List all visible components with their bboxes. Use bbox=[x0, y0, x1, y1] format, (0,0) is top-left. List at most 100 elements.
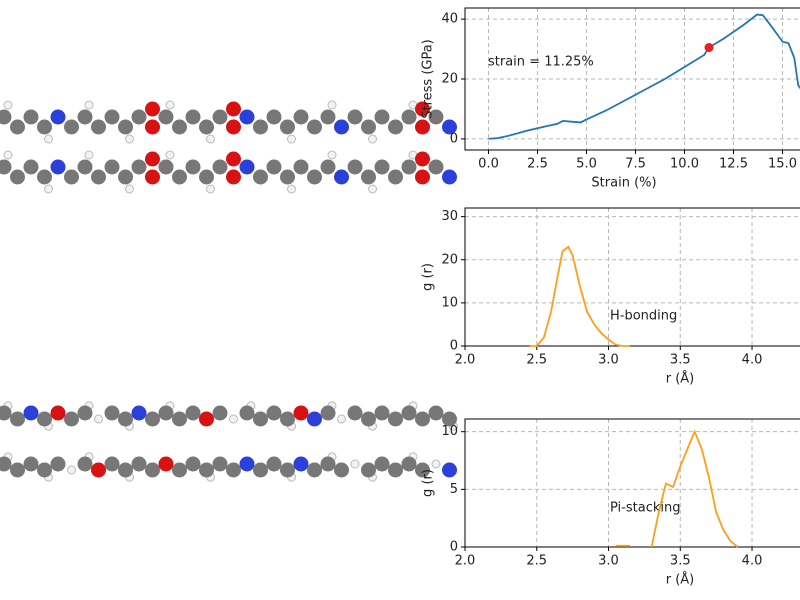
atom bbox=[374, 456, 390, 472]
atom bbox=[361, 411, 376, 427]
atom bbox=[158, 405, 174, 421]
atom bbox=[23, 405, 39, 421]
atom bbox=[10, 462, 25, 478]
oxygen-atom bbox=[226, 151, 241, 167]
atom bbox=[0, 405, 12, 421]
atom bbox=[415, 119, 430, 135]
atom bbox=[50, 405, 66, 421]
atom bbox=[212, 405, 228, 421]
atom bbox=[77, 109, 93, 125]
atom bbox=[307, 119, 322, 135]
atom bbox=[23, 159, 39, 175]
atom bbox=[212, 109, 228, 125]
atom bbox=[77, 405, 93, 421]
atom bbox=[118, 462, 133, 478]
hydrogen-atom bbox=[206, 184, 215, 194]
x-tick-label: 4.0 bbox=[742, 554, 763, 569]
y-axis-label: g (r) bbox=[421, 263, 436, 291]
atom bbox=[118, 119, 133, 135]
atom bbox=[253, 411, 268, 427]
atom bbox=[37, 169, 52, 185]
atom bbox=[347, 159, 363, 175]
hydrogen-atom bbox=[84, 100, 94, 110]
atom bbox=[361, 169, 376, 185]
x-tick-label: 12.5 bbox=[719, 157, 748, 172]
oxygen-atom bbox=[226, 101, 241, 117]
annotation: H-bonding bbox=[610, 309, 677, 324]
atom bbox=[145, 462, 160, 478]
axes-frame bbox=[464, 418, 800, 548]
atom bbox=[239, 109, 255, 125]
atom bbox=[10, 119, 25, 135]
atom bbox=[118, 169, 133, 185]
atom bbox=[442, 119, 457, 135]
atom bbox=[185, 456, 201, 472]
atom bbox=[104, 159, 120, 175]
chart: 0.0 2.5 5.0 7.5 10.0 12.5 15.0 0 20 40 Strain (%) S… bbox=[421, 7, 800, 191]
atom bbox=[280, 169, 295, 185]
atom bbox=[158, 159, 174, 175]
y-tick-label: 40 bbox=[441, 12, 458, 27]
atom bbox=[239, 405, 255, 421]
y-tick-label: 10 bbox=[441, 424, 458, 439]
axes-frame bbox=[464, 7, 800, 151]
atom bbox=[266, 405, 282, 421]
x-tick-label: 2.5 bbox=[527, 157, 548, 172]
atom bbox=[172, 119, 187, 135]
atom bbox=[347, 109, 363, 125]
strain-marker bbox=[704, 43, 714, 53]
x-tick-label: 3.0 bbox=[598, 554, 619, 569]
atom bbox=[158, 109, 174, 125]
atom bbox=[280, 411, 295, 427]
hydrogen-atom bbox=[125, 184, 134, 194]
atom bbox=[104, 109, 120, 125]
y-axis-label: Stress (GPa) bbox=[421, 39, 436, 119]
atom bbox=[253, 462, 268, 478]
y-tick-label: 0 bbox=[450, 540, 458, 555]
atom bbox=[0, 456, 12, 472]
atom bbox=[104, 405, 120, 421]
atom bbox=[50, 456, 66, 472]
atom bbox=[10, 169, 25, 185]
atom bbox=[37, 411, 52, 427]
y-tick-label: 30 bbox=[441, 209, 458, 224]
atom bbox=[253, 169, 268, 185]
atom bbox=[280, 119, 295, 135]
x-axis-label: r (Å) bbox=[666, 371, 695, 387]
x-tick-label: 4.0 bbox=[742, 353, 763, 368]
atom bbox=[307, 462, 322, 478]
atom bbox=[199, 462, 214, 478]
atom bbox=[337, 414, 346, 424]
y-tick-label: 20 bbox=[441, 72, 458, 87]
atom bbox=[185, 405, 201, 421]
x-tick-label: 2.5 bbox=[526, 353, 547, 368]
atom bbox=[431, 459, 441, 469]
atom bbox=[442, 462, 457, 478]
atom bbox=[374, 405, 390, 421]
chart: 2.0 2.5 3.0 3.5 4.0 0 10 20 30 r (Å) g (r) H-bondin… bbox=[421, 207, 800, 387]
x-axis-label: r (Å) bbox=[666, 572, 695, 588]
y-tick-label: 0 bbox=[450, 131, 458, 146]
atom bbox=[131, 109, 147, 125]
atom bbox=[307, 169, 322, 185]
atom bbox=[199, 411, 214, 427]
hydrogen-atom bbox=[206, 134, 215, 144]
hydrogen-atom bbox=[125, 134, 134, 144]
atom bbox=[239, 159, 255, 175]
atom bbox=[172, 169, 187, 185]
atom bbox=[442, 169, 457, 185]
atom bbox=[23, 456, 39, 472]
atom bbox=[172, 462, 187, 478]
atom bbox=[172, 411, 187, 427]
atom bbox=[185, 109, 201, 125]
x-tick-label: 3.0 bbox=[598, 353, 619, 368]
hydrogen-atom bbox=[165, 150, 175, 160]
atom bbox=[388, 119, 403, 135]
hydrogen-atom bbox=[3, 150, 13, 160]
molecule-views bbox=[0, 100, 458, 482]
atom bbox=[50, 109, 66, 125]
atom bbox=[253, 119, 268, 135]
x-tick-label: 2.0 bbox=[455, 353, 476, 368]
hydrogen-atom bbox=[44, 184, 53, 194]
